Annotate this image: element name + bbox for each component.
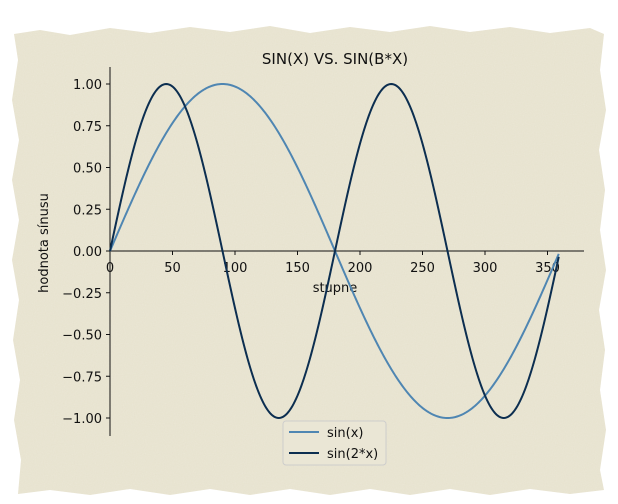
legend-label-sin-2x: sin(2*x)	[327, 447, 378, 462]
x-tick-label: 50	[164, 261, 181, 276]
y-tick-label: 0.50	[73, 162, 102, 177]
x-tick-label: 200	[348, 261, 373, 276]
series-line-sin-2x	[109, 82, 560, 420]
y-tick-label: −0.75	[62, 370, 102, 385]
y-tick-label: 0.25	[73, 203, 102, 218]
x-tick-label: 150	[285, 261, 310, 276]
x-tick-label: 250	[410, 261, 435, 276]
y-tick-label: −1.00	[62, 412, 102, 427]
legend-label-sin-x: sin(x)	[327, 426, 363, 441]
chart-title: SIN(X) VS. SIN(B*X)	[262, 50, 408, 68]
y-tick-label: 0.75	[73, 120, 102, 135]
x-tick-label: 100	[223, 261, 248, 276]
x-tick-label: 0	[106, 261, 114, 276]
y-tick-label: −0.25	[62, 287, 102, 302]
y-tick-label: −0.50	[62, 329, 102, 344]
y-axis-title: hodnota sínusu	[37, 193, 52, 293]
y-tick-label: 1.00	[73, 78, 102, 93]
series-group	[109, 82, 560, 420]
y-tick-group: 1.00 0.75 0.50 0.25 0.00 −0.25 −0.50 −0.75 −1.00	[62, 78, 110, 427]
x-tick-label: 300	[473, 261, 498, 276]
y-tick-label: 0.00	[73, 245, 102, 260]
legend: sin(x) sin(2*x)	[282, 420, 387, 466]
x-axis-title: stupne	[313, 281, 358, 296]
